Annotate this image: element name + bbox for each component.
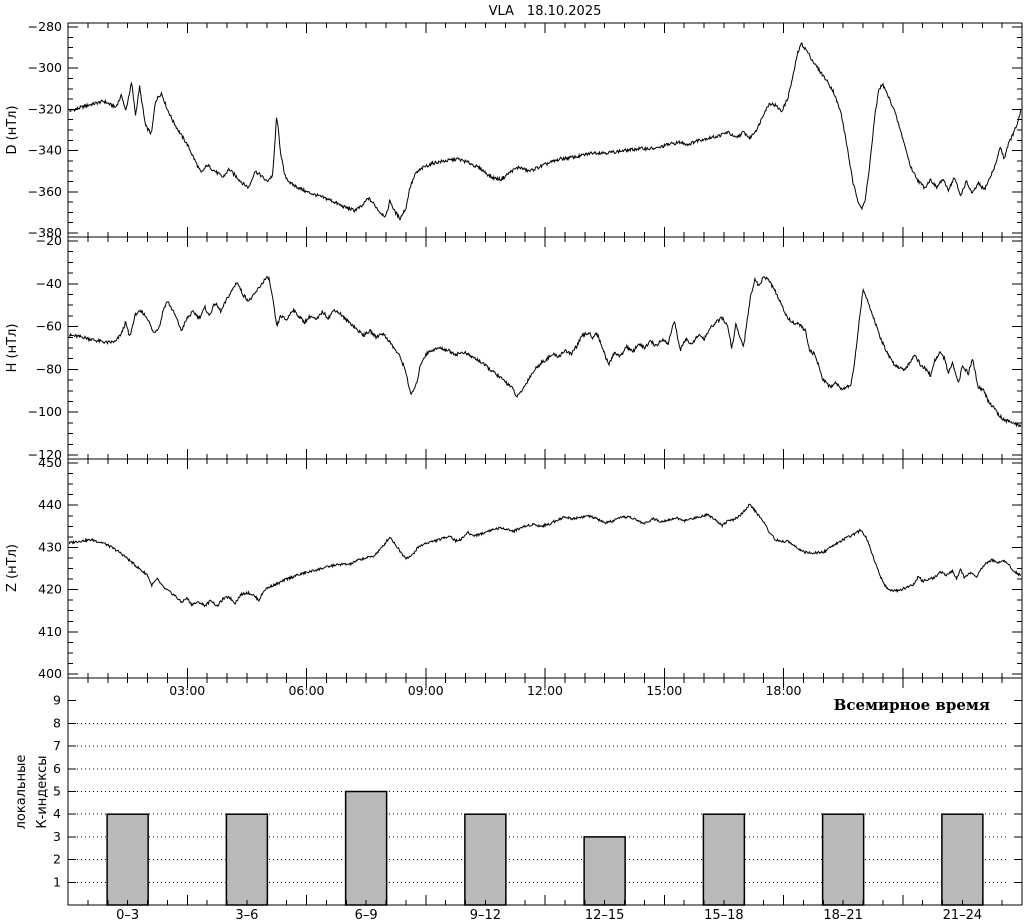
k-bin-label: 9–12 — [470, 908, 501, 921]
y-tick-label: −120 — [28, 447, 62, 462]
y-tick-label: −380 — [28, 225, 62, 240]
k-bin-label: 0–3 — [116, 908, 139, 921]
panel-k-index: 1 2 3 4 5 6 7 8 9 03:00 06:00 09:00 12:00 15:00 18:00 0… — [53, 677, 1023, 921]
k-tick-label: 7 — [53, 738, 61, 753]
z-trace — [69, 503, 1021, 608]
k-bin-label: 12–15 — [585, 908, 625, 921]
time-tick-label: 09:00 — [408, 683, 444, 698]
k-tick-label: 2 — [53, 852, 61, 867]
y-tick-label: −340 — [28, 143, 62, 158]
k-tick-label: 4 — [53, 806, 61, 821]
y-tick-label: 450 — [38, 455, 62, 470]
y-tick-label: 420 — [38, 582, 62, 597]
y-tick-label: −280 — [28, 19, 62, 34]
time-tick-label: 06:00 — [288, 683, 324, 698]
y-tick-label: −320 — [28, 101, 62, 116]
k-bin-label: 21–24 — [943, 908, 983, 921]
k-index-bar — [821, 813, 865, 906]
y-tick-label: −40 — [36, 276, 62, 291]
k-index-bar — [941, 813, 984, 906]
k-axis-label-line1: локальные — [14, 755, 29, 830]
k-index-bar — [702, 813, 746, 906]
k-tick-label: 9 — [53, 693, 61, 708]
y-tick-label: −360 — [28, 184, 62, 199]
panel-box — [67, 236, 1023, 460]
plot-content: −280 −300 −320 −340 −360 −380−20 −40 −60 −80 −100… — [28, 19, 1023, 921]
k-tick-label: 8 — [53, 715, 61, 730]
k-index-bar — [106, 813, 149, 906]
plot-title: VLA 18.10.2025 — [489, 4, 602, 19]
y-tick-label: −20 — [36, 233, 62, 248]
time-tick-label: 03:00 — [169, 683, 205, 698]
panel-D: −280 −300 −320 −340 −360 −380 — [28, 19, 1023, 240]
time-tick-label: 18:00 — [765, 683, 801, 698]
k-axis-label-line2: К-индексы — [35, 755, 50, 828]
y-tick-label: 410 — [38, 624, 62, 639]
y-tick-label: −80 — [36, 361, 62, 376]
y-axis-label-d: D (нТл) — [5, 105, 20, 154]
y-tick-label: 400 — [38, 666, 62, 681]
k-tick-label: 1 — [53, 874, 61, 889]
panel-box — [67, 458, 1023, 679]
k-index-bar — [464, 813, 507, 906]
panel-Z: 450 440 430 420 410 400 — [38, 455, 1023, 681]
y-tick-label: −100 — [28, 404, 62, 419]
y-tick-label: −300 — [28, 60, 62, 75]
k-index-bar — [583, 836, 626, 906]
k-bin-label: 6–9 — [355, 908, 378, 921]
k-index-bar — [344, 790, 388, 906]
k-bin-label: 15–18 — [704, 908, 744, 921]
y-axis-label-z: Z (нТл) — [5, 544, 20, 592]
y-tick-label: 440 — [38, 497, 62, 512]
k-tick-label: 3 — [53, 829, 61, 844]
universal-time-caption: Всемирное время — [834, 696, 990, 714]
y-axis-label-h: H (нТл) — [5, 324, 20, 373]
panel-H: −20 −40 −60 −80 −100 −120 — [28, 233, 1023, 462]
d-trace — [69, 42, 1021, 221]
k-index-bar — [225, 813, 269, 906]
k-tick-label: 5 — [53, 784, 61, 799]
k-bin-label: 18–21 — [823, 908, 863, 921]
y-tick-label: 430 — [38, 539, 62, 554]
k-tick-label: 6 — [53, 761, 61, 776]
panel-box — [67, 22, 1023, 238]
time-tick-label: 12:00 — [527, 683, 563, 698]
time-tick-label: 15:00 — [646, 683, 682, 698]
y-tick-label: −60 — [36, 319, 62, 334]
k-bin-label: 3–6 — [235, 908, 258, 921]
h-trace — [69, 275, 1021, 428]
